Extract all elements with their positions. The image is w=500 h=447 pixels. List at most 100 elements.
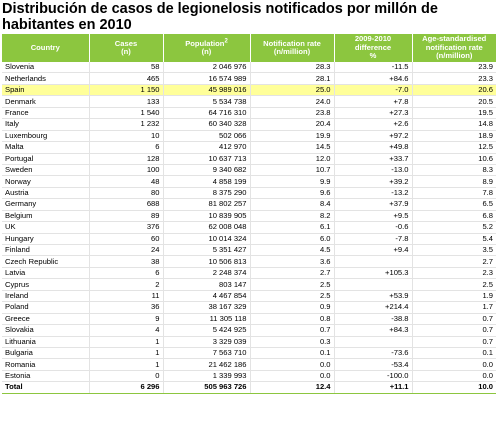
cell-notification-rate: 6.0 [250,233,335,246]
cell-country: Slovakia [2,324,90,337]
column-header-population: Population2 (n) [163,34,251,62]
table-row: Spain 1 150 45 989 016 25.0 -7.0 20.6 [2,84,496,97]
cell-cases: 100 [89,164,164,177]
cell-population: 16 574 989 [163,72,251,85]
cell-cases: 1 [89,358,164,371]
table-row: Luxembourg 10 502 066 19.9 +97.2 18.9 [2,130,496,143]
cell-country: Spain [2,84,90,97]
cell-country: UK [2,221,90,234]
cell-difference: +37.9 [334,198,413,211]
table-row: Ireland 11 4 467 854 2.5 +53.9 1.9 [2,290,496,303]
total-population: 505 963 726 [163,381,251,394]
cell-population: 4 467 854 [163,290,251,303]
cell-country: Malta [2,141,90,154]
table-row: Bulgaria 1 7 563 710 0.1 -73.6 0.1 [2,347,496,360]
cell-population: 10 014 324 [163,233,251,246]
cell-notification-rate: 0.0 [250,370,335,383]
cell-cases: 1 540 [89,107,164,120]
cell-population: 5 424 925 [163,324,251,337]
cell-notification-rate: 28.3 [250,62,335,74]
cell-population: 803 147 [163,278,251,291]
cell-cases: 38 [89,255,164,268]
table-row: Austria 80 8 375 290 9.6 -13.2 7.8 [2,187,496,200]
cell-population: 5 351 427 [163,244,251,257]
cell-age-rate: 2.3 [412,267,496,280]
cell-difference: -53.4 [334,358,413,371]
cell-population: 62 008 048 [163,221,251,234]
cell-country: Sweden [2,164,90,177]
cell-population: 502 066 [163,130,251,143]
column-header-age-standardised-rate: Age-standardised notification rate (n/mill… [412,34,496,62]
cell-population: 412 970 [163,141,251,154]
cell-country: Poland [2,301,90,314]
cell-cases: 24 [89,244,164,257]
cell-difference: +33.7 [334,153,413,165]
legionellosis-table: Country Cases (n) Population2 (n) Notifica… [2,34,496,394]
cell-notification-rate: 2.5 [250,278,335,291]
cell-population: 1 339 993 [163,370,251,383]
cell-notification-rate: 0.1 [250,347,335,360]
table-row: Portugal 128 10 637 713 12.0 +33.7 10.6 [2,153,496,165]
cell-age-rate: 19.5 [412,107,496,120]
cell-cases: 2 [89,278,164,291]
cell-cases: 1 [89,347,164,360]
cell-cases: 6 [89,267,164,280]
total-rate: 12.4 [250,381,335,394]
table-row: Netherlands 465 16 574 989 28.1 +84.6 23.3 [2,72,496,85]
cell-age-rate: 0.1 [412,347,496,360]
cell-population: 21 462 186 [163,358,251,371]
cell-age-rate: 0.7 [412,313,496,326]
cell-age-rate: 6.5 [412,198,496,211]
total-age-rate: 10.0 [412,381,496,394]
cell-cases: 60 [89,233,164,246]
cell-notification-rate: 25.0 [250,84,335,97]
cell-population: 60 340 328 [163,118,251,131]
cell-country: Bulgaria [2,347,90,360]
cell-difference: +105.3 [334,267,413,280]
cell-age-rate: 6.8 [412,210,496,223]
cell-age-rate: 0.0 [412,358,496,371]
table-row: Slovenia 58 2 046 976 28.3 -11.5 23.9 [2,62,496,74]
column-header-difference: 2009-2010 difference% [334,34,413,62]
cell-difference [334,278,413,291]
table-row: Malta 6 412 970 14.5 +49.8 12.5 [2,141,496,154]
cell-country: Hungary [2,233,90,246]
cell-difference: -13.2 [334,187,413,200]
cell-country: Slovenia [2,62,90,74]
cell-age-rate: 3.5 [412,244,496,257]
cell-difference: -0.6 [334,221,413,234]
cell-cases: 0 [89,370,164,383]
cell-age-rate: 5.2 [412,221,496,234]
cell-notification-rate: 0.3 [250,336,335,348]
cell-population: 45 989 016 [163,84,251,97]
table-body: Slovenia 58 2 046 976 28.3 -11.5 23.9 Netherla… [2,62,496,383]
cell-cases: 376 [89,221,164,234]
cell-difference: +84.6 [334,72,413,85]
cell-difference: +27.3 [334,107,413,120]
cell-country: France [2,107,90,120]
total-label: Total [2,381,90,394]
cell-difference: -7.8 [334,233,413,246]
table-row: Italy 1 232 60 340 328 20.4 +2.6 14.8 [2,118,496,131]
cell-population: 38 167 329 [163,301,251,314]
table-row: France 1 540 64 716 310 23.8 +27.3 19.5 [2,107,496,120]
cell-notification-rate: 8.2 [250,210,335,223]
cell-population: 4 858 199 [163,175,251,188]
cell-country: Luxembourg [2,130,90,143]
cell-notification-rate: 3.6 [250,255,335,268]
table-row: Slovakia 4 5 424 925 0.7 +84.3 0.7 [2,324,496,337]
cell-cases: 11 [89,290,164,303]
cell-difference: -7.0 [334,84,413,97]
cell-notification-rate: 6.1 [250,221,335,234]
cell-notification-rate: 0.0 [250,358,335,371]
cell-country: Germany [2,198,90,211]
cell-cases: 36 [89,301,164,314]
cell-age-rate: 20.5 [412,95,496,108]
total-cases: 6 296 [89,381,164,394]
cell-cases: 688 [89,198,164,211]
cell-notification-rate: 19.9 [250,130,335,143]
cell-population: 10 637 713 [163,153,251,165]
table-row: Czech Republic 38 10 506 813 3.6 2.7 [2,255,496,268]
table-row: Greece 9 11 305 118 0.8 -38.8 0.7 [2,313,496,326]
cell-population: 9 340 682 [163,164,251,177]
